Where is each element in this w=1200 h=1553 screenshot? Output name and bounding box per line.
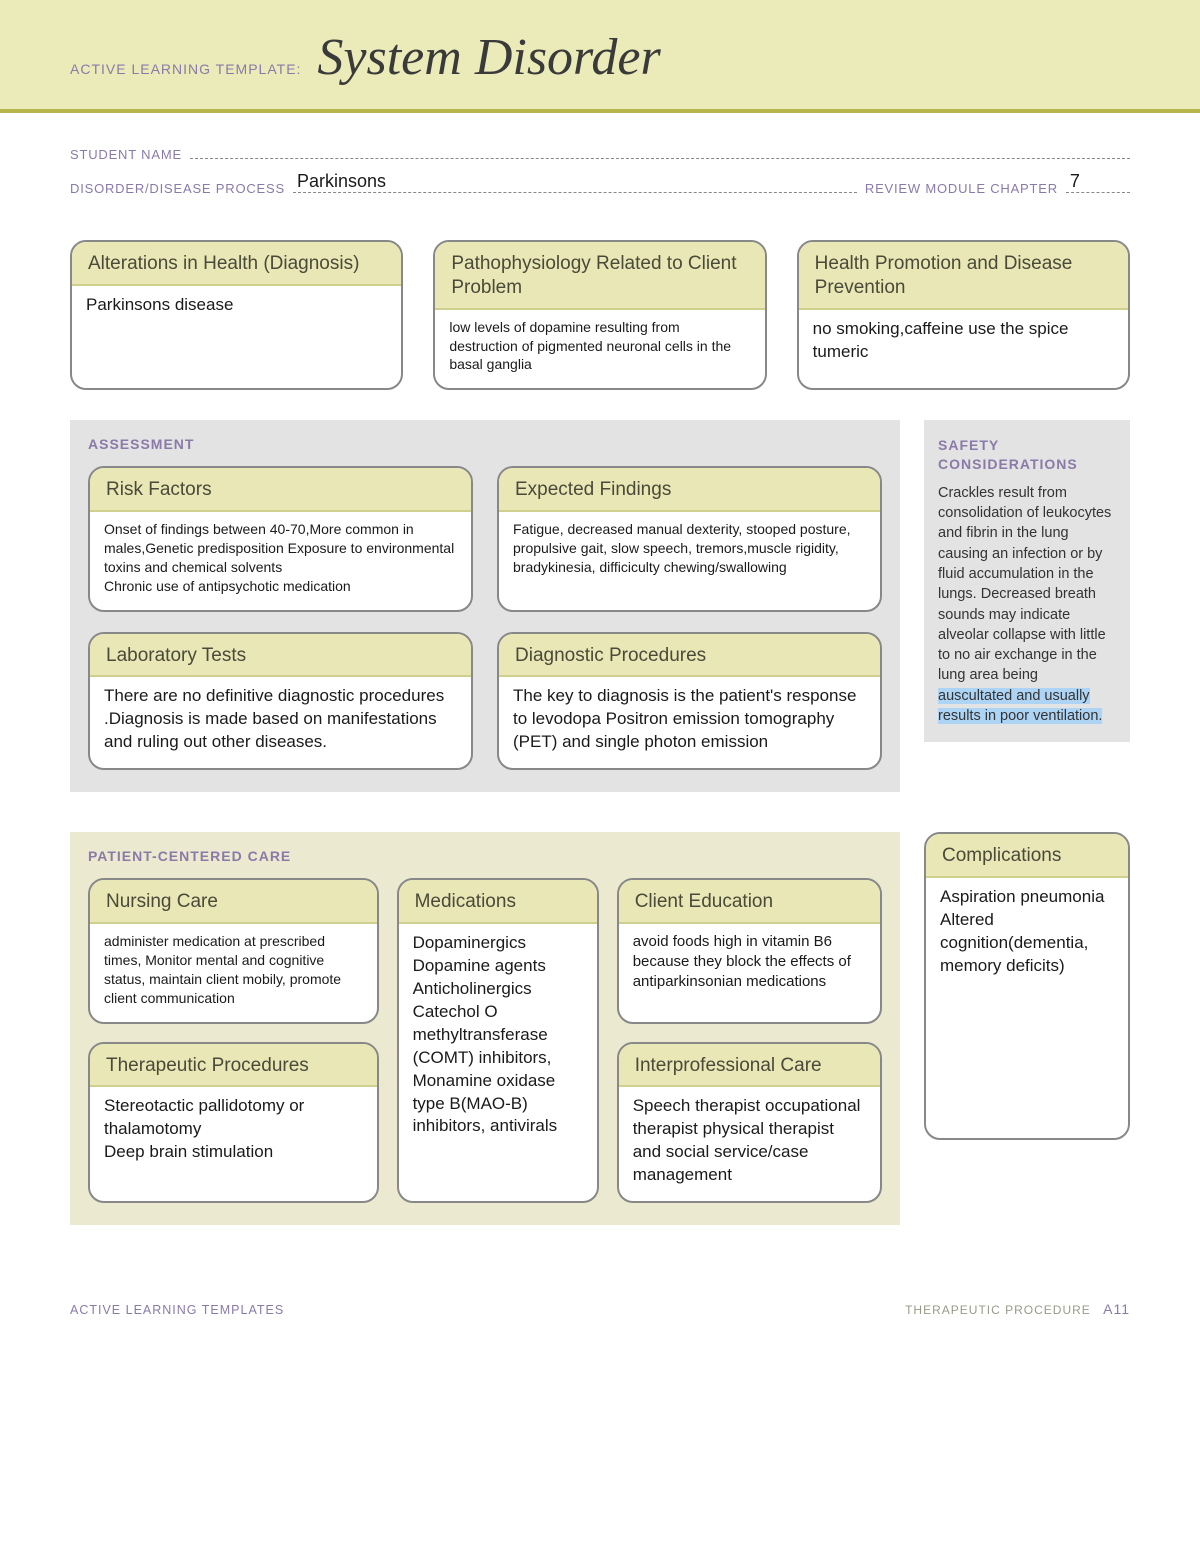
inter-body: Speech therapist occupational therapist … <box>619 1087 880 1201</box>
care-title: PATIENT-CENTERED CARE <box>88 848 882 864</box>
diagnosis-title: Alterations in Health (Diagnosis) <box>72 242 401 286</box>
inter-title: Interprofessional Care <box>619 1044 880 1088</box>
assessment-title: ASSESSMENT <box>88 436 882 452</box>
nursing-title: Nursing Care <box>90 880 377 924</box>
safety-title: SAFETY CONSIDERATIONS <box>938 436 1116 472</box>
lab-body: There are no definitive diagnostic proce… <box>90 677 471 768</box>
student-name-row: STUDENT NAME <box>70 141 1130 162</box>
top-boxes: Alterations in Health (Diagnosis) Parkin… <box>70 240 1130 390</box>
patho-title: Pathophysiology Related to Client Proble… <box>435 242 764 310</box>
student-name-label: STUDENT NAME <box>70 147 182 162</box>
complications-title: Complications <box>926 834 1128 878</box>
page: ACTIVE LEARNING TEMPLATE: System Disorde… <box>0 0 1200 1357</box>
disorder-label: DISORDER/DISEASE PROCESS <box>70 181 285 196</box>
safety-text-highlight: auscultated and usually results in poor … <box>938 688 1102 724</box>
student-name-line <box>190 141 1130 159</box>
diag-title: Diagnostic Procedures <box>499 634 880 678</box>
care-left: PATIENT-CENTERED CARE Nursing Care admin… <box>70 832 900 1265</box>
assessment-left: ASSESSMENT Risk Factors Onset of finding… <box>70 420 900 832</box>
therap-body: Stereotactic pallidotomy or thalamotomy … <box>90 1087 377 1178</box>
safety-text-pre: Crackles result from consolidation of le… <box>938 485 1111 684</box>
footer-page-num: A11 <box>1103 1301 1130 1317</box>
complications-body: Aspiration pneumonia Altered cognition(d… <box>926 878 1128 1138</box>
disorder-line: Parkinsons <box>293 176 857 194</box>
content: Alterations in Health (Diagnosis) Parkin… <box>0 240 1200 1265</box>
diag-box: Diagnostic Procedures The key to diagnos… <box>497 632 882 771</box>
therap-box: Therapeutic Procedures Stereotactic pall… <box>88 1042 379 1204</box>
safety-text: Crackles result from consolidation of le… <box>938 483 1116 727</box>
diagnosis-box: Alterations in Health (Diagnosis) Parkin… <box>70 240 403 390</box>
footer-left: ACTIVE LEARNING TEMPLATES <box>70 1303 284 1317</box>
header-label: ACTIVE LEARNING TEMPLATE: <box>70 61 301 77</box>
risk-box: Risk Factors Onset of findings between 4… <box>88 466 473 611</box>
expected-box: Expected Findings Fatigue, decreased man… <box>497 466 882 611</box>
patho-body: low levels of dopamine resulting from de… <box>435 310 764 389</box>
disorder-value: Parkinsons <box>297 171 386 192</box>
footer: ACTIVE LEARNING TEMPLATES THERAPEUTIC PR… <box>0 1265 1200 1317</box>
edu-box: Client Education avoid foods high in vit… <box>617 878 882 1023</box>
patho-box: Pathophysiology Related to Client Proble… <box>433 240 766 390</box>
header-banner: ACTIVE LEARNING TEMPLATE: System Disorde… <box>0 0 1200 113</box>
expected-title: Expected Findings <box>499 468 880 512</box>
expected-body: Fatigue, decreased manual dexterity, sto… <box>499 512 880 591</box>
care-wrap: PATIENT-CENTERED CARE Nursing Care admin… <box>70 832 1130 1265</box>
safety-block: SAFETY CONSIDERATIONS Crackles result fr… <box>924 420 1130 742</box>
chapter-line: 7 <box>1066 176 1130 194</box>
assessment-section: ASSESSMENT Risk Factors Onset of finding… <box>70 420 900 792</box>
care-grid: Nursing Care administer medication at pr… <box>88 878 882 1203</box>
header-title: System Disorder <box>317 28 660 87</box>
complications-aside: Complications Aspiration pneumonia Alter… <box>924 832 1130 1265</box>
care-section: PATIENT-CENTERED CARE Nursing Care admin… <box>70 832 900 1225</box>
chapter-value: 7 <box>1070 171 1080 192</box>
therap-title: Therapeutic Procedures <box>90 1044 377 1088</box>
footer-right: THERAPEUTIC PROCEDURE A11 <box>905 1301 1130 1317</box>
nursing-box: Nursing Care administer medication at pr… <box>88 878 379 1023</box>
inter-box: Interprofessional Care Speech therapist … <box>617 1042 882 1204</box>
meds-body: Dopaminergics Dopamine agents Anticholin… <box>399 924 597 1152</box>
safety-aside: SAFETY CONSIDERATIONS Crackles result fr… <box>924 420 1130 832</box>
promo-box: Health Promotion and Disease Prevention … <box>797 240 1130 390</box>
assessment-wrap: ASSESSMENT Risk Factors Onset of finding… <box>70 420 1130 832</box>
assessment-row-2: Laboratory Tests There are no definitive… <box>88 632 882 771</box>
lab-title: Laboratory Tests <box>90 634 471 678</box>
chapter-label: REVIEW MODULE CHAPTER <box>865 181 1058 196</box>
complications-box: Complications Aspiration pneumonia Alter… <box>924 832 1130 1140</box>
risk-body: Onset of findings between 40-70,More com… <box>90 512 471 610</box>
assessment-grid: Risk Factors Onset of findings between 4… <box>88 466 882 770</box>
assessment-row-1: Risk Factors Onset of findings between 4… <box>88 466 882 611</box>
diagnosis-body: Parkinsons disease <box>72 286 401 331</box>
footer-right-label: THERAPEUTIC PROCEDURE <box>905 1303 1091 1317</box>
promo-title: Health Promotion and Disease Prevention <box>799 242 1128 310</box>
disorder-row: DISORDER/DISEASE PROCESS Parkinsons REVI… <box>70 176 1130 197</box>
promo-body: no smoking,caffeine use the spice tumeri… <box>799 310 1128 378</box>
meta-section: STUDENT NAME DISORDER/DISEASE PROCESS Pa… <box>0 113 1200 240</box>
header-inner: ACTIVE LEARNING TEMPLATE: System Disorde… <box>70 28 1130 87</box>
edu-title: Client Education <box>619 880 880 924</box>
meds-box: Medications Dopaminergics Dopamine agent… <box>397 878 599 1203</box>
meds-title: Medications <box>399 880 597 924</box>
edu-body: avoid foods high in vitamin B6 because t… <box>619 924 880 1007</box>
nursing-body: administer medication at prescribed time… <box>90 924 377 1022</box>
risk-title: Risk Factors <box>90 468 471 512</box>
diag-body: The key to diagnosis is the patient's re… <box>499 677 880 768</box>
lab-box: Laboratory Tests There are no definitive… <box>88 632 473 771</box>
